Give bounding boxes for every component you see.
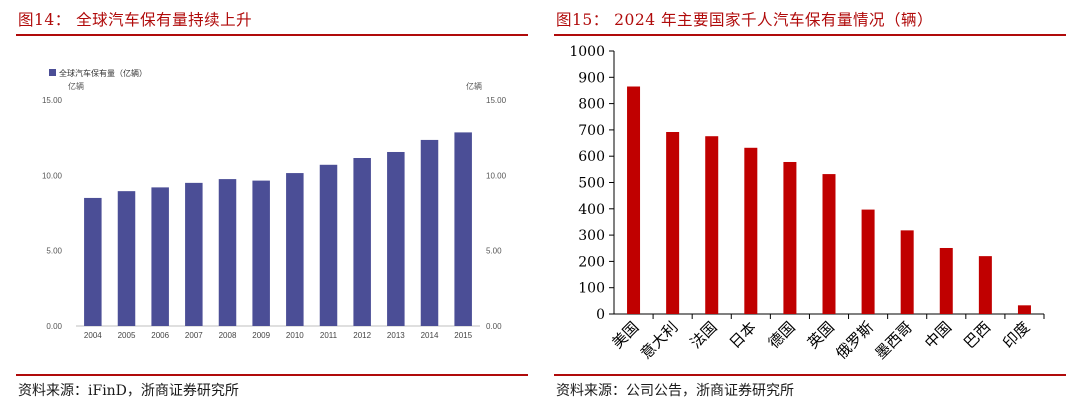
bar-2009 (252, 180, 270, 326)
y-tick-label: 400 (578, 202, 605, 218)
x-tick-label: 中国 (921, 318, 955, 352)
x-tick-label: 2012 (353, 331, 371, 340)
figure-15-title: 图15： 2024 年主要国家千人汽车保有量情况（辆） (556, 11, 934, 29)
bar-巴西 (978, 256, 992, 314)
y-tick-label: 900 (578, 70, 605, 86)
figure-15-source: 资料来源：公司公告，浙商证券研究所 (556, 383, 794, 399)
x-tick-label: 德国 (765, 318, 799, 352)
bar-德国 (783, 161, 797, 314)
x-tick-label: 英国 (804, 318, 838, 352)
figure-14-source: 资料来源：iFinD，浙商证券研究所 (18, 383, 239, 399)
left-y-tick-label: 0.00 (46, 322, 62, 331)
left-y-tick-label: 5.00 (46, 247, 62, 256)
x-tick-label: 日本 (726, 318, 760, 352)
bar-俄罗斯 (861, 209, 875, 314)
y-tick-label: 600 (578, 149, 605, 165)
figure-14-top-rule (16, 34, 528, 36)
bar-2004 (84, 197, 102, 326)
bar-2015 (454, 132, 472, 326)
bar-英国 (822, 174, 836, 314)
right-y-tick-label: 15.00 (486, 96, 507, 105)
x-tick-label: 2011 (320, 331, 338, 340)
right-y-tick-label: 5.00 (486, 247, 502, 256)
x-tick-label: 俄罗斯 (832, 318, 877, 363)
bar-2005 (117, 191, 136, 326)
bar-法国 (705, 136, 719, 314)
bar-2006 (151, 187, 169, 326)
bar-2012 (353, 158, 371, 326)
x-tick-label: 法国 (687, 318, 721, 352)
figure-15-top-rule (554, 34, 1066, 36)
left-y-tick-label: 15.00 (42, 96, 63, 105)
x-tick-label: 印度 (999, 318, 1033, 352)
y-tick-label: 500 (578, 176, 605, 192)
bar-2011 (319, 164, 338, 326)
x-tick-label: 墨西哥 (871, 318, 916, 363)
figure-15-panel: 图15： 2024 年主要国家千人汽车保有量情况（辆） 0 100 200 300 40… (554, 0, 1066, 408)
x-tick-label: 2015 (454, 331, 472, 340)
bar-2008 (218, 179, 237, 326)
left-y-tick-label: 10.00 (42, 171, 63, 180)
y-tick-label: 300 (578, 228, 605, 244)
x-tick-label: 2006 (151, 331, 169, 340)
y-tick-label: 0 (596, 307, 605, 323)
bar-印度 (1017, 305, 1031, 314)
y-tick-label: 100 (578, 281, 605, 297)
figure-14-panel: 图14： 全球汽车保有量持续上升 全球汽车保有量（亿辆） 亿辆 亿辆 0.00 0.00… (16, 0, 528, 408)
x-tick-label: 2009 (252, 331, 270, 340)
x-tick-label: 意大利 (637, 318, 682, 363)
x-tick-label: 2013 (387, 331, 405, 340)
figure-15-chart: 0 100 200 300 400 500 600 700 800 900 1000 美国意大利 法国日… (569, 44, 1045, 363)
x-tick-label: 美国 (608, 318, 642, 352)
bar-2013 (387, 151, 405, 326)
x-tick-label: 2004 (84, 331, 102, 340)
figure-15-bottom-rule (554, 374, 1066, 376)
figure-14-chart: 全球汽车保有量（亿辆） 亿辆 亿辆 0.00 0.00 5.00 5.00 10.00 10.0… (42, 68, 507, 340)
x-tick-label: 巴西 (960, 318, 994, 352)
bar-2007 (185, 182, 203, 326)
bar-美国 (627, 86, 641, 314)
left-axis-unit: 亿辆 (68, 81, 84, 91)
y-tick-label: 800 (578, 97, 605, 113)
right-y-tick-label: 10.00 (486, 171, 507, 180)
bar-日本 (744, 147, 758, 314)
legend-swatch (49, 69, 56, 76)
right-axis-unit: 亿辆 (466, 81, 482, 91)
x-tick-label: 2010 (286, 331, 304, 340)
x-tick-label: 2007 (185, 331, 203, 340)
right-y-tick-label: 0.00 (486, 322, 502, 331)
bar-意大利 (666, 132, 680, 314)
y-tick-label: 200 (578, 254, 605, 270)
figure-14-bottom-rule (16, 374, 528, 376)
y-tick-label: 1000 (569, 44, 605, 60)
x-tick-label: 2005 (118, 331, 136, 340)
y-tick-label: 700 (578, 123, 605, 139)
x-tick-label: 2014 (421, 331, 439, 340)
bar-中国 (939, 247, 953, 314)
bar-墨西哥 (900, 230, 914, 314)
x-tick-label: 2008 (219, 331, 237, 340)
figure-14-title: 图14： 全球汽车保有量持续上升 (18, 11, 253, 29)
bar-2014 (420, 139, 439, 326)
bar-2010 (286, 173, 304, 326)
legend-label: 全球汽车保有量（亿辆） (59, 68, 147, 78)
